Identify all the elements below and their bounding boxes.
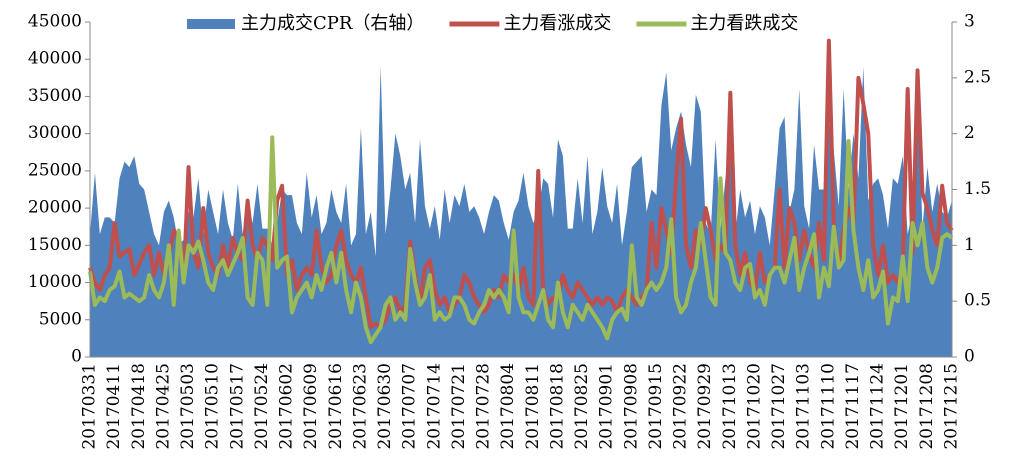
x-tick-label: 20171020 [744, 363, 764, 450]
x-tick-label: 20171103 [794, 363, 814, 450]
x-tick-label: 20170418 [129, 363, 149, 450]
y-tick-label: 5000 [39, 309, 82, 329]
x-tick-label: 20170503 [178, 363, 198, 450]
y-tick-label: 45000 [28, 12, 82, 32]
x-tick-label: 20171110 [818, 363, 838, 450]
x-tick-label: 20171013 [720, 363, 740, 450]
y2-tick-label: 2.5 [964, 67, 991, 87]
legend-label: 主力成交CPR（右轴） [241, 13, 424, 34]
x-tick-label: 20171117 [843, 363, 863, 450]
y2-tick-label: 2 [964, 123, 975, 143]
x-tick-label: 20170915 [646, 363, 666, 450]
x-tick-label: 20170630 [375, 363, 395, 450]
x-tick-label: 20170331 [80, 363, 100, 450]
x-tick-label: 20170602 [277, 363, 297, 450]
x-tick-label: 20170908 [621, 363, 641, 450]
legend: 主力成交CPR（右轴） 主力看涨成交 主力看跌成交 [187, 13, 798, 34]
y-tick-label: 35000 [28, 86, 82, 106]
y-tick-label: 30000 [28, 123, 82, 143]
x-tick-label: 20170728 [474, 363, 494, 450]
x-tick-label: 20170411 [104, 363, 124, 450]
x-tick-label: 20170616 [326, 363, 346, 450]
x-tick-label: 20170609 [301, 363, 321, 450]
legend-label: 主力看跌成交 [690, 13, 798, 34]
y2-tick-label: 3 [964, 12, 975, 32]
y-tick-label: 20000 [28, 198, 82, 218]
x-tick-label: 20170811 [523, 363, 543, 450]
x-tick-label: 20170804 [498, 363, 518, 450]
x-tick-label: 20170707 [400, 363, 420, 450]
y2-tick-label: 0.5 [964, 291, 991, 311]
x-tick-label: 20170818 [547, 363, 567, 450]
x-tick-label: 20171124 [868, 363, 888, 450]
y2-tick-label: 1 [964, 235, 975, 255]
y-tick-label: 15000 [28, 235, 82, 255]
y-tick-label: 0 [71, 347, 82, 367]
x-tick-label: 20171027 [769, 363, 789, 450]
x-tick-label: 20170510 [203, 363, 223, 450]
x-tick-label: 20171208 [917, 363, 937, 450]
x-tick-label: 20171201 [892, 363, 912, 450]
legend-label: 主力看涨成交 [503, 13, 611, 34]
x-tick-label: 20170517 [227, 363, 247, 450]
y-tick-label: 40000 [28, 49, 82, 69]
line [88, 135, 954, 345]
y2-tick-label: 0 [964, 347, 975, 367]
legend-swatch [187, 19, 235, 29]
x-tick-label: 20170825 [572, 363, 592, 450]
area [90, 66, 952, 358]
y2-tick-label: 1.5 [964, 179, 991, 199]
x-tick-label: 20170929 [695, 363, 715, 450]
x-tick-label: 20170425 [153, 363, 173, 450]
x-tick-label: 20171215 [942, 363, 962, 450]
x-tick-label: 20170714 [424, 363, 444, 450]
y-tick-label: 10000 [28, 272, 82, 292]
y-tick-label: 25000 [28, 160, 82, 180]
x-tick-label: 20170721 [449, 363, 469, 450]
x-tick-label: 20170623 [350, 363, 370, 450]
x-tick-label: 20170524 [252, 363, 272, 450]
x-tick-label: 20170901 [597, 363, 617, 450]
x-tick-label: 20170922 [671, 363, 691, 450]
